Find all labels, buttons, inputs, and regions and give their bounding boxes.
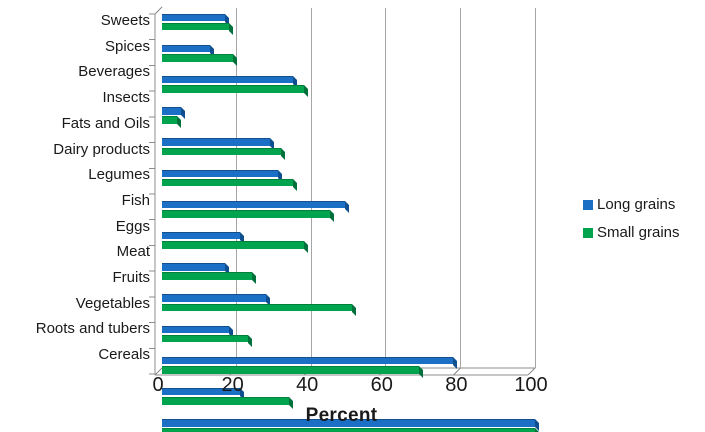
bar-long-grains	[162, 107, 181, 115]
bar-small-grains	[162, 22, 230, 31]
chart-row	[162, 107, 535, 133]
bar-small-grains	[162, 303, 353, 312]
legend-swatch-small-grains-icon	[583, 227, 593, 238]
legend-item-small-grains: Small grains	[583, 224, 680, 241]
x-axis-tick-label: 20	[221, 374, 244, 396]
bar-small-grains	[162, 210, 330, 218]
x-axis-title: Percent	[305, 405, 378, 426]
bar-long-grains	[162, 294, 267, 302]
chart-row	[162, 44, 535, 71]
y-axis-label: Insects	[102, 89, 150, 107]
chart-row	[162, 356, 535, 383]
chart-row	[162, 419, 535, 432]
chart-row	[162, 200, 535, 227]
bar-small-grains	[162, 147, 282, 156]
chart-row	[162, 294, 535, 320]
chart-row	[162, 231, 535, 258]
chart-row	[162, 263, 535, 289]
bar-long-grains	[162, 263, 226, 271]
x-axis-tick-label: 60	[370, 374, 393, 396]
gridline	[385, 8, 387, 368]
gridline	[310, 8, 312, 368]
bar-long-grains	[162, 387, 241, 396]
y-axis-label: Meat	[116, 243, 150, 261]
chart-row	[162, 325, 535, 352]
bar-long-grains	[162, 356, 453, 365]
chart-row	[162, 13, 535, 40]
chart-row	[162, 169, 535, 196]
y-axis-label: Eggs	[115, 217, 150, 235]
y-axis-label: Beverages	[78, 63, 150, 81]
y-axis-label: Fats and Oils	[61, 114, 150, 132]
y-axis-label: Fruits	[112, 269, 151, 287]
bar-long-grains	[162, 44, 211, 53]
legend-label-long-grains: Long grains	[597, 196, 676, 213]
y-axis-label: Roots and tubers	[35, 320, 150, 338]
bar-long-grains	[162, 419, 535, 427]
legend: Long grains Small grains	[583, 196, 680, 252]
bar-small-grains	[162, 272, 252, 280]
bar-small-grains	[162, 366, 420, 374]
bar-small-grains	[162, 334, 248, 343]
y-axis-label: Sweets	[100, 12, 150, 29]
gridline	[534, 8, 536, 368]
y-axis-label: Legumes	[88, 166, 150, 184]
bar-long-grains	[162, 169, 278, 178]
bar-small-grains	[162, 85, 304, 93]
plot-area	[162, 8, 536, 432]
bar-long-grains	[162, 200, 345, 209]
x-axis-tick-label: 40	[296, 374, 319, 396]
chart-row	[162, 138, 535, 164]
bar-small-grains	[162, 54, 233, 62]
bar-small-grains	[162, 116, 177, 124]
bar-long-grains	[162, 13, 226, 21]
y-axis-label: Dairy products	[53, 140, 150, 158]
y-axis-labels: Sweets Spices Beverages Insects Fats and Oil…	[0, 8, 150, 368]
bar-long-grains	[162, 75, 293, 84]
x-axis-tick-labels: 0 20 40 60 80 100	[0, 374, 705, 400]
legend-swatch-long-grains-icon	[583, 199, 593, 210]
gridline	[459, 8, 461, 368]
chart-row	[162, 75, 535, 102]
bar-small-grains	[162, 428, 535, 432]
bar-small-grains	[162, 241, 304, 249]
x-axis-tick-label: 0	[152, 374, 164, 396]
chart-row	[162, 387, 535, 414]
gridline	[236, 8, 238, 368]
bar-long-grains	[162, 138, 271, 146]
bar-long-grains	[162, 231, 241, 240]
y-axis-label: Fish	[121, 191, 150, 209]
y-axis-label: Vegetables	[75, 294, 150, 312]
x-axis-tick-label: 80	[445, 374, 468, 396]
legend-label-small-grains: Small grains	[597, 224, 680, 241]
bar-small-grains	[162, 397, 289, 405]
x-axis-tick-label: 100	[514, 374, 548, 396]
legend-item-long-grains: Long grains	[583, 196, 680, 213]
bar-long-grains	[162, 325, 230, 334]
y-axis-label: Cereals	[98, 346, 150, 364]
bar-small-grains	[162, 178, 293, 187]
y-axis-label: Spices	[104, 37, 150, 55]
